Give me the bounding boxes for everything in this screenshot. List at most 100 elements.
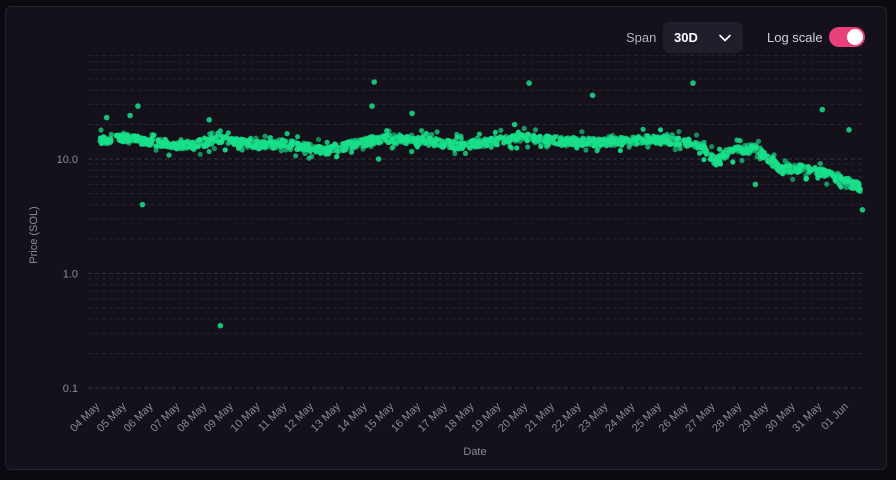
data-point [132,137,138,143]
data-point [787,163,793,169]
data-point [856,185,862,191]
data-point [701,143,707,149]
data-point [790,176,796,182]
data-point [151,132,157,138]
data-point [762,150,768,156]
data-point [509,145,515,151]
data-point [657,127,664,133]
data-point [262,133,268,139]
data-point [387,132,393,138]
log-scale-toggle[interactable] [829,27,865,47]
data-point [780,164,786,170]
data-point [454,134,460,140]
data-point [606,133,612,139]
data-point [132,133,138,139]
data-point [598,142,604,148]
data-point [307,141,313,147]
y-tick-label: 10.0 [57,154,78,166]
data-point [197,151,203,157]
data-point [124,132,130,139]
x-tick-label: 10 May [229,400,263,434]
data-point [839,176,845,182]
data-point [833,171,840,177]
data-point [640,136,646,142]
span-select[interactable]: 30D [663,22,743,53]
data-point [815,175,821,181]
data-point [819,166,825,172]
data-point [394,140,400,146]
data-point [348,149,355,155]
data-point [369,103,375,109]
data-point [708,152,714,158]
data-point [626,144,632,150]
data-point [327,148,333,154]
data-point [762,154,768,160]
data-point [249,145,256,151]
data-point [153,143,159,149]
data-point [617,147,624,154]
data-point [183,139,189,145]
data-point [612,135,618,141]
data-point [386,139,392,145]
data-point [400,139,406,145]
data-point [195,143,201,149]
data-point [556,141,562,147]
data-point [833,178,839,184]
data-point [701,148,707,155]
data-point [345,139,352,145]
data-point [697,150,703,156]
data-point [378,139,384,145]
data-point [694,145,701,151]
data-point [681,137,687,143]
y-tick-label: 1.0 [63,269,78,281]
data-point [383,134,389,140]
data-point [409,136,416,142]
data-point [406,133,412,139]
x-tick-label: 31 May [790,400,824,434]
data-point [386,128,392,134]
data-point [653,134,660,140]
data-point [672,146,678,153]
data-point [814,171,820,177]
y-axis-title: Price (SOL) [28,206,40,263]
data-point [371,79,378,85]
data-point [375,156,382,162]
data-point [205,140,211,146]
x-axis-title: Date [463,446,486,458]
data-point [628,137,635,143]
data-point [434,129,440,135]
data-point [219,139,225,145]
data-point [240,136,246,143]
data-point [293,153,299,159]
data-point [715,159,722,165]
data-point [623,135,629,141]
data-point [206,148,212,155]
data-point [253,135,259,141]
data-point [353,137,359,143]
data-point [324,139,330,145]
data-point [273,144,279,151]
data-point [126,136,132,143]
data-point [733,145,739,151]
data-point [500,135,506,141]
data-point [458,136,464,142]
x-tick-label: 01 Jun [819,401,851,433]
data-point [859,207,866,213]
data-point [225,130,231,136]
data-point [178,137,184,143]
data-point [589,92,596,99]
data-point [308,145,314,151]
data-point [437,142,443,148]
data-point [781,169,787,176]
data-point [850,183,856,189]
data-point [796,167,802,173]
data-point [663,140,669,146]
data-point [782,158,788,164]
data-point [674,142,680,148]
data-point [298,143,304,150]
data-point [513,132,520,138]
data-point [197,137,203,143]
data-point [579,129,585,135]
data-point [244,144,250,150]
data-point [640,126,646,132]
